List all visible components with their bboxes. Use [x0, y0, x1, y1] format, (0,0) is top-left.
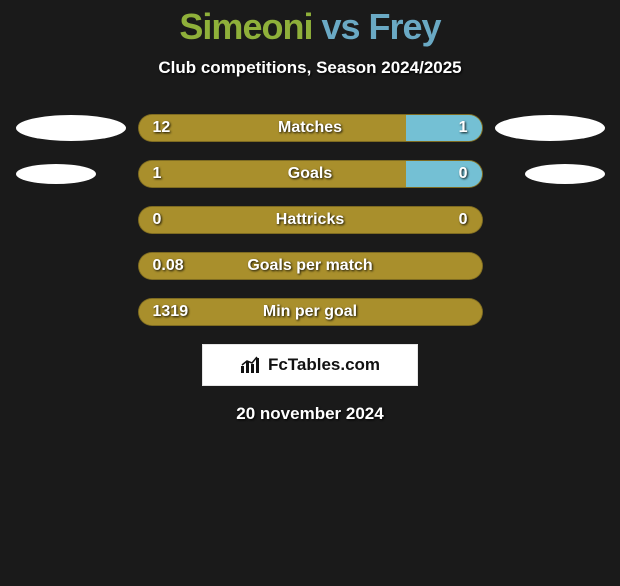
subtitle: Club competitions, Season 2024/2025: [0, 58, 620, 78]
stat-label: Hattricks: [276, 211, 344, 229]
vs-separator: vs: [321, 6, 359, 47]
stat-bar: 0.08 Goals per match: [138, 252, 483, 280]
avatar-slot-left: [8, 115, 138, 141]
player1-avatar: [16, 164, 96, 184]
stat-value-left: 1319: [153, 303, 189, 321]
stat-label: Matches: [278, 119, 342, 137]
player1-avatar: [16, 115, 126, 141]
stat-value-right: 1: [459, 119, 468, 137]
stat-value-left: 1: [153, 165, 162, 183]
brand-badge: FcTables.com: [202, 344, 418, 386]
stat-value-right: 0: [459, 165, 468, 183]
player1-name: Simeoni: [179, 6, 312, 47]
stat-row: 0.08 Goals per match: [0, 252, 620, 280]
stat-bar-right-segment: [406, 115, 481, 141]
comparison-title: Simeoni vs Frey: [0, 6, 620, 48]
date-text: 20 november 2024: [0, 404, 620, 424]
stat-label: Min per goal: [263, 303, 357, 321]
stats-rows: 12 1 Matches 1 0 Goals 0 0 Hattricks 0.08 Goals pe…: [0, 114, 620, 326]
stat-value-left: 0: [153, 211, 162, 229]
stat-value-left: 0.08: [153, 257, 184, 275]
player2-avatar: [525, 164, 605, 184]
stat-row: 1319 Min per goal: [0, 298, 620, 326]
stat-bar-left-segment: [139, 161, 407, 187]
avatar-slot-right: [483, 164, 613, 184]
stat-bar: 1 0 Goals: [138, 160, 483, 188]
stat-bar-right-segment: [406, 161, 481, 187]
stat-value-left: 12: [153, 119, 171, 137]
stat-row: 1 0 Goals: [0, 160, 620, 188]
brand-inner: FcTables.com: [240, 355, 380, 375]
stat-row: 12 1 Matches: [0, 114, 620, 142]
stat-value-right: 0: [459, 211, 468, 229]
stat-bar-left-segment: [139, 115, 407, 141]
stat-bar: 0 0 Hattricks: [138, 206, 483, 234]
stat-row: 0 0 Hattricks: [0, 206, 620, 234]
stat-bar: 1319 Min per goal: [138, 298, 483, 326]
stat-bar: 12 1 Matches: [138, 114, 483, 142]
avatar-slot-left: [8, 164, 138, 184]
stat-label: Goals: [288, 165, 332, 183]
barchart-icon: [240, 356, 262, 374]
brand-text: FcTables.com: [268, 355, 380, 375]
player2-avatar: [495, 115, 605, 141]
player2-name: Frey: [369, 6, 441, 47]
avatar-slot-right: [483, 115, 613, 141]
stat-label: Goals per match: [247, 257, 372, 275]
